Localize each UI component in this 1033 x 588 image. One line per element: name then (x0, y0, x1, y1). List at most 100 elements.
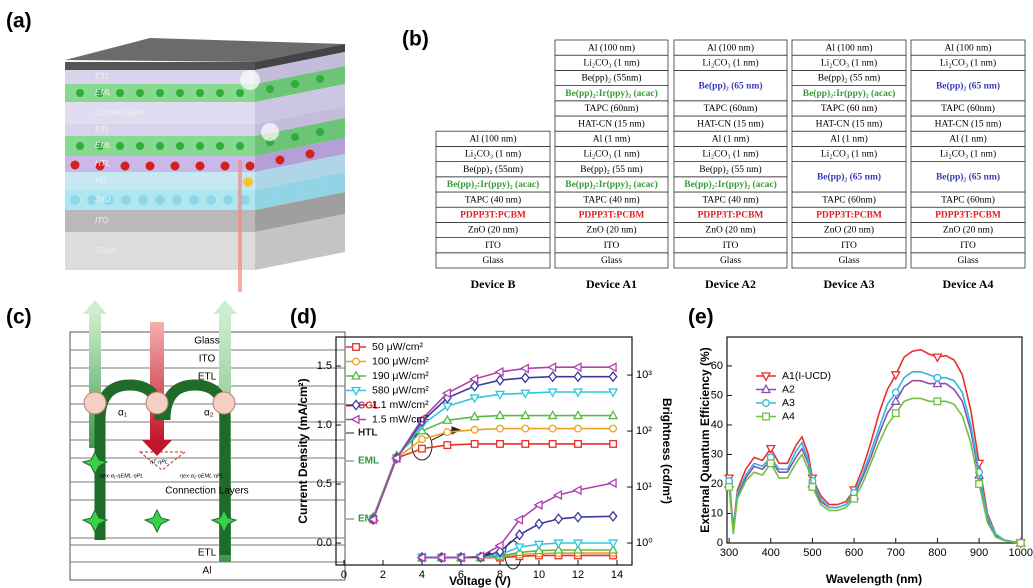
x-tick-label: 6 (458, 569, 464, 581)
layer-text: Al (1 nm) (949, 133, 986, 144)
marker (521, 439, 530, 448)
layer-text: Li₂CO₃ (1 nm) (940, 149, 996, 160)
layer-text: Li₂CO₃ (1 nm) (465, 149, 521, 160)
plot-frame (726, 336, 1023, 544)
marker (573, 511, 583, 523)
marker (352, 357, 360, 366)
plot-frame (335, 336, 633, 566)
marker (350, 370, 362, 380)
marker (890, 371, 901, 381)
y2-tick-label: 10³ (636, 369, 652, 381)
layer-text: HAT-CN (15 nm) (578, 118, 645, 129)
layer-text: PDPP3T:PCBM (935, 210, 1001, 220)
layer-text: Be(pp)₂:Ir(ppy)₂ (acac) (803, 88, 896, 99)
y-tick-label: 0.0 (317, 537, 332, 549)
layer-text: Glass (720, 256, 741, 266)
layer-text: Al (100 nm) (707, 42, 754, 53)
layer-text: Al (1 nm) (712, 133, 749, 144)
y-tick-label: 60 (711, 360, 723, 372)
x-tick-label: 1000 (1009, 547, 1033, 559)
layer-text: Be(pp)₂ (65 nm) (936, 80, 1000, 91)
y-tick-label: 0 (717, 537, 723, 549)
legend-label: A3 (782, 397, 795, 409)
layer-text: Be(pp)₂ (55nm) (581, 73, 641, 84)
marker (496, 439, 504, 448)
layer-text: Connection Layers (165, 486, 248, 497)
series-line (728, 397, 1021, 544)
layer-box (910, 39, 1026, 56)
x-tick-label: 14 (611, 569, 623, 581)
marker (608, 409, 619, 420)
layer-text: PDPP3T:PCBM (698, 210, 764, 220)
layer-text: Glass (838, 256, 859, 266)
marker (760, 372, 772, 382)
marker (548, 370, 558, 383)
marker (496, 424, 504, 433)
layer-text: Li₂CO₃ (1 nm) (702, 149, 758, 160)
x-tick-label: 500 (803, 547, 821, 559)
layer-text: ZnO (20 nm) (824, 225, 874, 236)
x-axis-label: Wavelength (nm) (826, 572, 922, 586)
marker (520, 389, 531, 399)
layer-text: Al (1 nm) (593, 133, 630, 144)
layer-label: ETL (95, 72, 110, 81)
x-tick-label: 600 (845, 547, 863, 559)
side-label: HTL (358, 428, 377, 439)
layer-text: Be(pp)₂ (55nm) (463, 164, 523, 175)
marker (546, 362, 557, 373)
marker (553, 539, 564, 549)
legend-label: 580 μW/cm² (372, 384, 429, 396)
marker (725, 482, 734, 491)
layer-label: Connect layer (95, 108, 145, 117)
symbol: α₁ (118, 408, 128, 419)
legend-label: A2 (782, 383, 795, 395)
marker (495, 374, 505, 386)
x-tick-label: 10 (533, 569, 545, 581)
marker (933, 373, 942, 382)
marker (608, 370, 618, 383)
marker (494, 390, 506, 401)
device-cube (65, 38, 345, 292)
marker (574, 424, 582, 433)
marker (443, 441, 452, 450)
layer-text: PDPP3T:PCBM (460, 210, 526, 220)
layer-box (673, 39, 788, 56)
marker (474, 551, 485, 562)
marker (547, 409, 558, 420)
y-tick-label: 1.0 (317, 419, 332, 431)
layer-text: Li₂CO₃ (1 nm) (821, 57, 877, 68)
marker (533, 545, 545, 555)
legend-label: 190 μW/cm² (372, 370, 429, 382)
marker (572, 409, 584, 420)
layer-label: HTL (95, 159, 110, 168)
marker (548, 424, 557, 433)
layer-text: Li₂CO₃ (1 nm) (583, 149, 639, 160)
formula: ηT·ηPL (150, 459, 168, 465)
x-tick-label: 2 (380, 569, 386, 581)
layer-text: Be(pp)₂:Ir(ppy)₂ (acac) (684, 179, 777, 190)
layer-text: TAPC (40 nm) (702, 194, 758, 205)
panel-label: (d) (290, 306, 317, 329)
marker (418, 444, 426, 453)
layer-text: ZnO (20 nm) (943, 225, 993, 236)
layer-text: HAT-CN (15 nm) (697, 118, 764, 129)
marker (975, 480, 984, 488)
layer-text: Li₂CO₃ (1 nm) (583, 57, 639, 68)
x-tick-label: 12 (572, 569, 584, 581)
layer-text: HAT-CN (15 nm) (935, 118, 1002, 129)
y-tick-label: 10 (711, 507, 723, 519)
marker (608, 388, 619, 398)
marker (607, 362, 617, 373)
y-tick-label: 1.5 (317, 360, 332, 372)
y-axis-label: Current Density (mA/cm²) (296, 378, 310, 523)
layer-text: ITO (723, 241, 739, 251)
marker (572, 388, 584, 398)
layer-text: TAPC (40 nm) (465, 194, 521, 205)
layer-label: ZnO (94, 195, 111, 204)
marker (534, 518, 544, 530)
layer-text: ITO (485, 241, 501, 251)
device-name: Device A4 (943, 277, 994, 291)
marker (547, 388, 558, 398)
marker (762, 412, 770, 421)
layer-text: TAPC (60 nm) (821, 103, 877, 114)
